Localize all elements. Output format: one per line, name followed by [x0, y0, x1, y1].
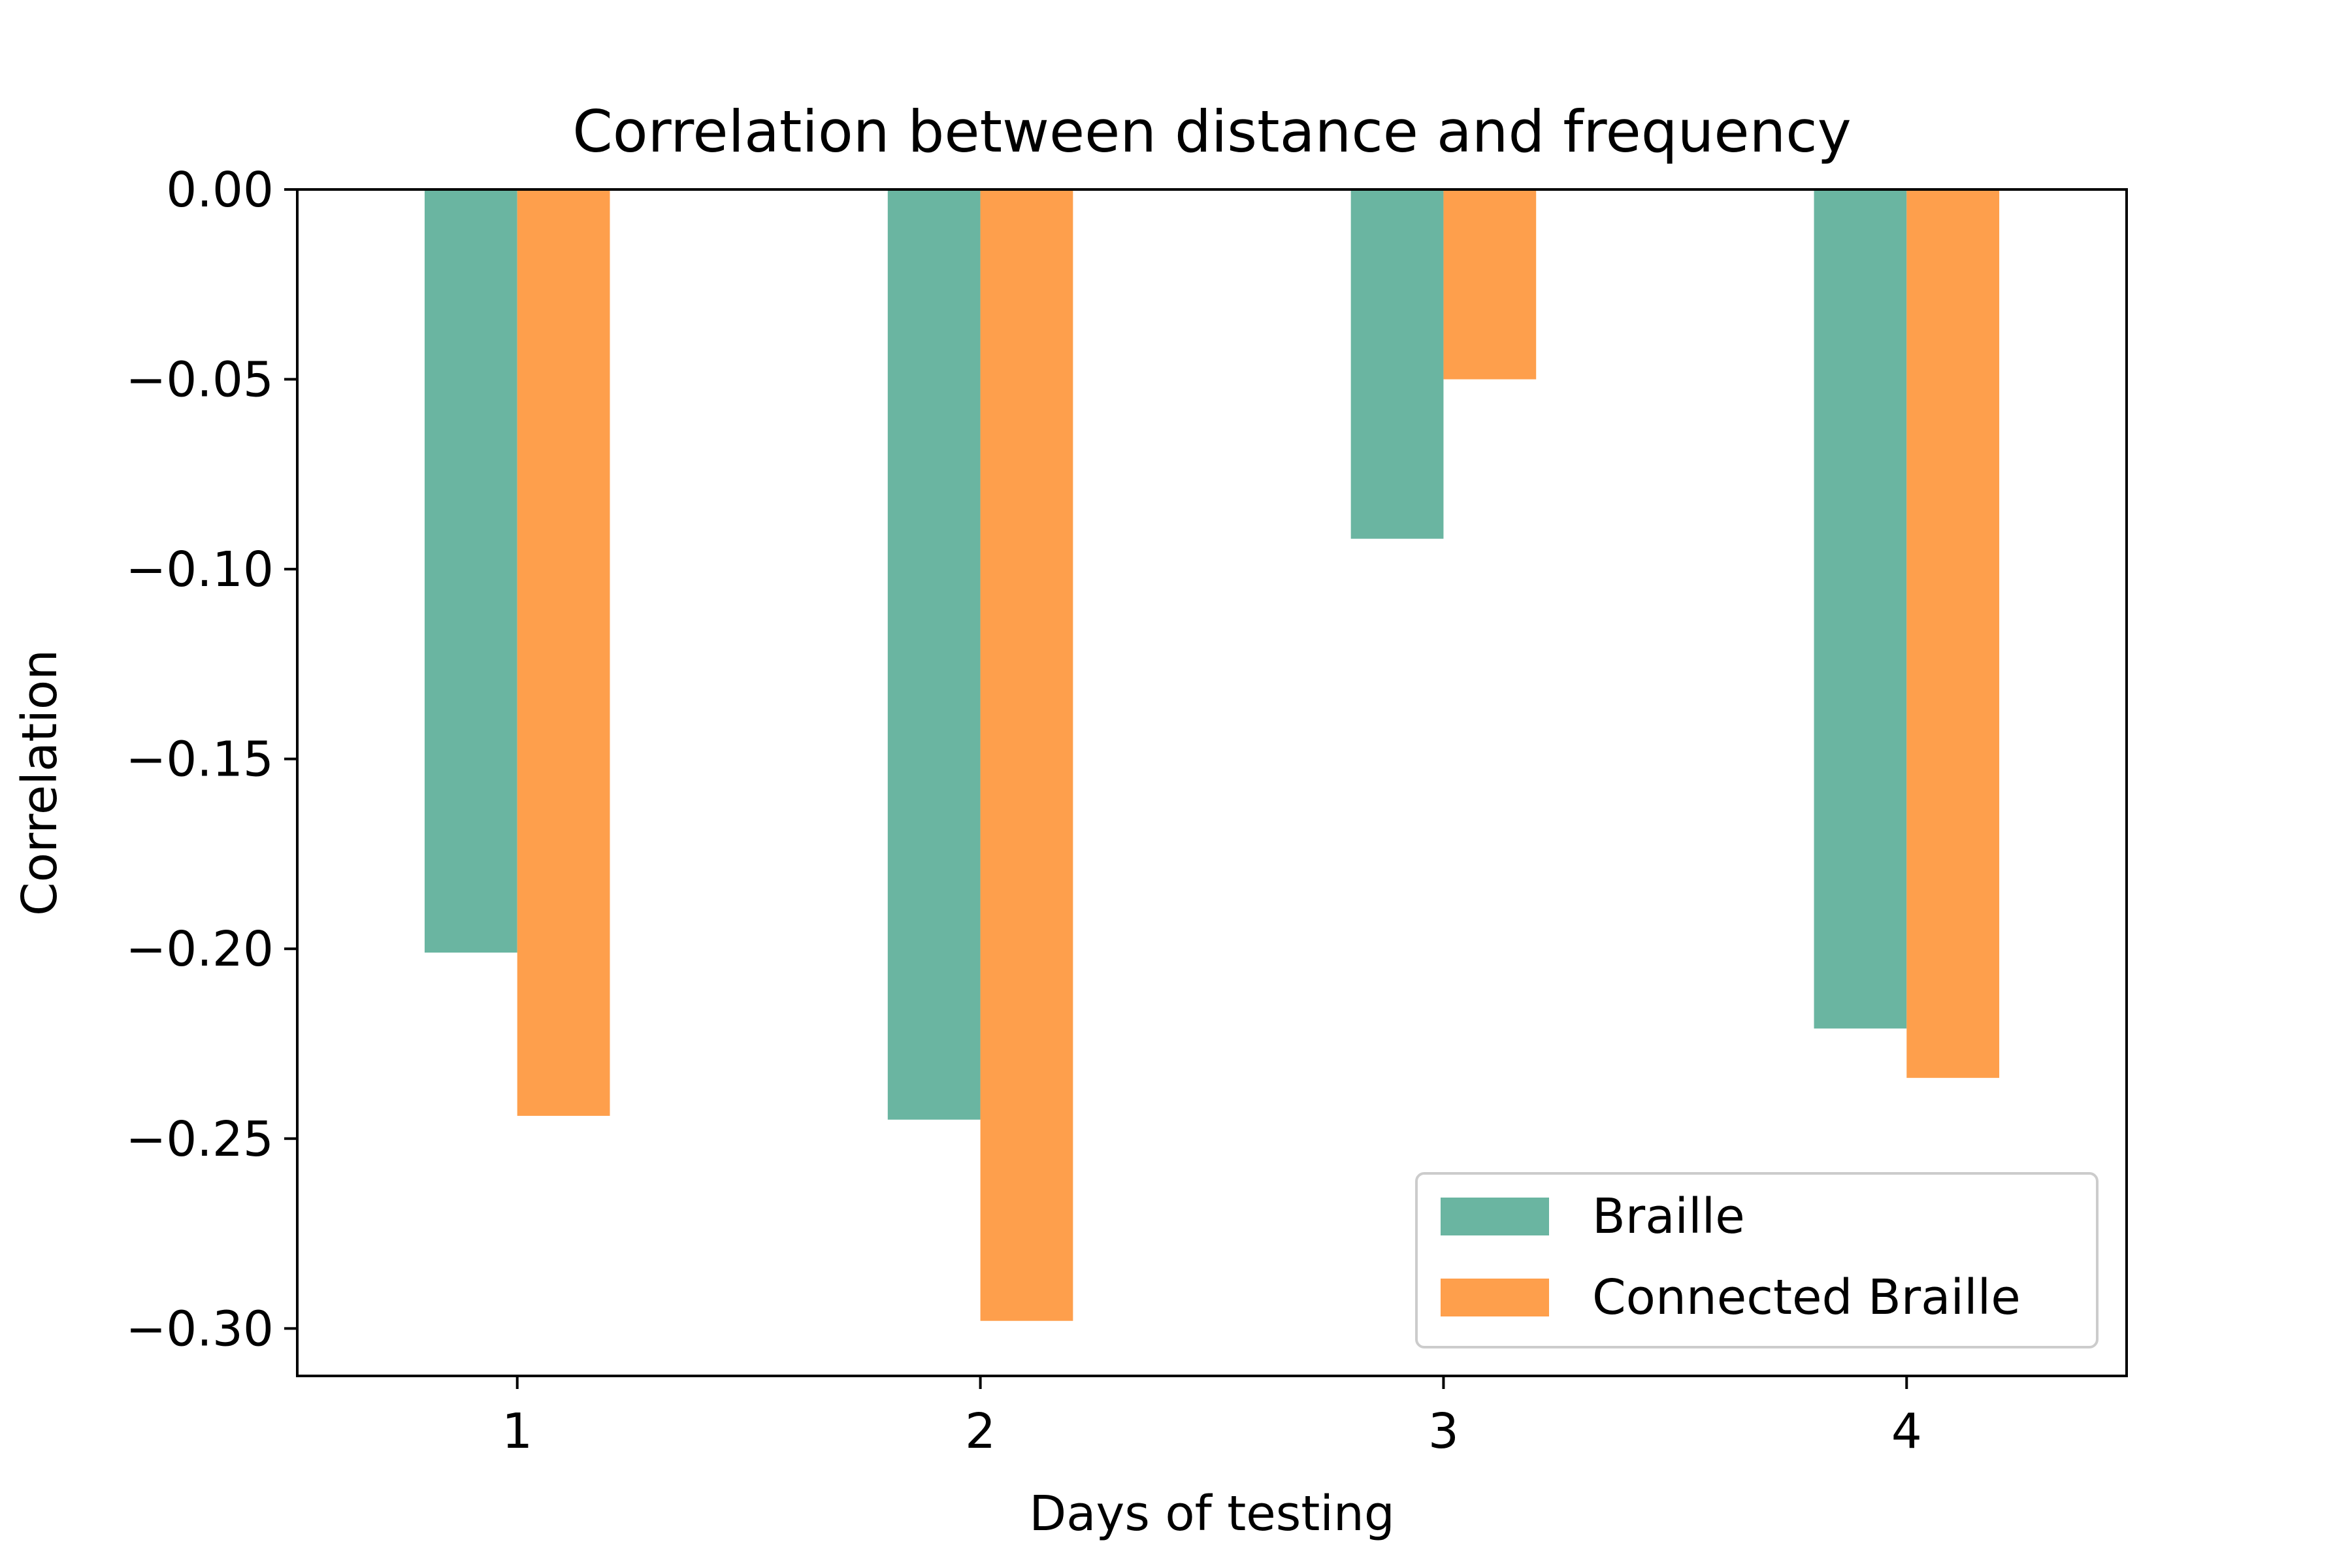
y-axis-label: Correlation — [12, 649, 68, 916]
legend: Braille Connected Braille — [1415, 1172, 2099, 1348]
x-axis-label: Days of testing — [1029, 1486, 1395, 1542]
y-tick-label: −0.25 — [125, 1111, 274, 1168]
x-axis: 1 2 3 4 — [502, 1376, 1922, 1460]
bar-connected-braille-day-3 — [1443, 189, 1537, 380]
y-tick-label: 0.00 — [166, 162, 274, 218]
y-tick-label: −0.15 — [125, 732, 274, 788]
bar-braille-day-3 — [1350, 189, 1444, 539]
chart-title: Correlation between distance and frequen… — [572, 98, 1851, 165]
legend-label-braille: Braille — [1592, 1188, 1745, 1245]
bars-group — [424, 189, 2000, 1321]
x-tick-label: 2 — [965, 1403, 996, 1460]
legend-frame — [1415, 1172, 2099, 1348]
x-tick-label: 4 — [1891, 1403, 1922, 1460]
y-tick-label: −0.20 — [125, 921, 274, 977]
bar-braille-day-1 — [424, 189, 517, 953]
legend-label-connected-braille: Connected Braille — [1592, 1269, 2021, 1326]
bar-connected-braille-day-4 — [1906, 189, 2000, 1078]
legend-swatch-braille — [1441, 1198, 1549, 1235]
bar-connected-braille-day-2 — [980, 189, 1073, 1321]
bar-braille-day-2 — [887, 189, 981, 1120]
legend-swatch-connected-braille — [1441, 1279, 1549, 1316]
bar-braille-day-4 — [1814, 189, 1907, 1029]
y-tick-label: −0.05 — [125, 352, 274, 408]
x-tick-label: 1 — [502, 1403, 532, 1460]
x-tick-label: 3 — [1428, 1403, 1459, 1460]
y-tick-label: −0.10 — [125, 542, 274, 598]
bar-connected-braille-day-1 — [517, 189, 610, 1116]
plot-frame — [296, 188, 2128, 1377]
y-tick-label: −0.30 — [125, 1301, 274, 1357]
y-axis: 0.00 −0.05 −0.10 −0.15 −0.20 −0.25 −0.30 — [125, 162, 297, 1357]
